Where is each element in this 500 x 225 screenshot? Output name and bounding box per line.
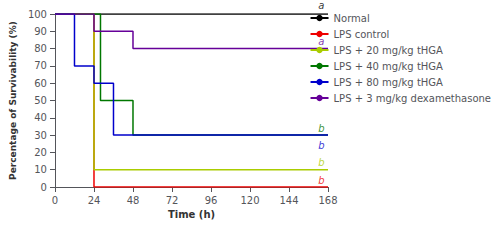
svg-text:70: 70 (34, 60, 47, 71)
svg-text:24: 24 (88, 195, 101, 206)
svg-text:90: 90 (34, 26, 47, 37)
svg-text:72: 72 (166, 195, 179, 206)
svg-text:Time (h): Time (h) (168, 209, 215, 220)
svg-text:20: 20 (34, 147, 47, 158)
svg-text:b: b (318, 123, 324, 134)
svg-text:a: a (318, 36, 324, 47)
svg-text:96: 96 (205, 195, 218, 206)
svg-text:10: 10 (34, 164, 47, 175)
svg-text:LPS + 20 mg/kg tHGA: LPS + 20 mg/kg tHGA (334, 45, 444, 56)
svg-text:b: b (318, 157, 324, 168)
svg-text:LPS + 80 mg/kg tHGA: LPS + 80 mg/kg tHGA (334, 77, 444, 88)
svg-text:40: 40 (34, 112, 47, 123)
svg-text:48: 48 (127, 195, 140, 206)
svg-text:b: b (318, 175, 324, 186)
svg-text:Percentage of Survivability (%: Percentage of Survivability (%) (8, 21, 18, 180)
svg-text:60: 60 (34, 78, 47, 89)
svg-text:100: 100 (28, 9, 47, 20)
svg-text:LPS + 3 mg/kg dexamethasone: LPS + 3 mg/kg dexamethasone (334, 93, 491, 104)
svg-text:30: 30 (34, 130, 47, 141)
svg-text:LPS + 40 mg/kg tHGA: LPS + 40 mg/kg tHGA (334, 61, 444, 72)
svg-text:168: 168 (318, 195, 337, 206)
svg-text:50: 50 (34, 95, 47, 106)
svg-text:Normal: Normal (334, 13, 370, 24)
svg-text:0: 0 (41, 182, 47, 193)
svg-text:120: 120 (240, 195, 259, 206)
svg-text:144: 144 (279, 195, 298, 206)
svg-text:0: 0 (52, 195, 58, 206)
svg-text:LPS control: LPS control (334, 29, 390, 40)
svg-text:a: a (318, 0, 324, 11)
svg-text:b: b (318, 140, 324, 151)
svg-text:80: 80 (34, 43, 47, 54)
